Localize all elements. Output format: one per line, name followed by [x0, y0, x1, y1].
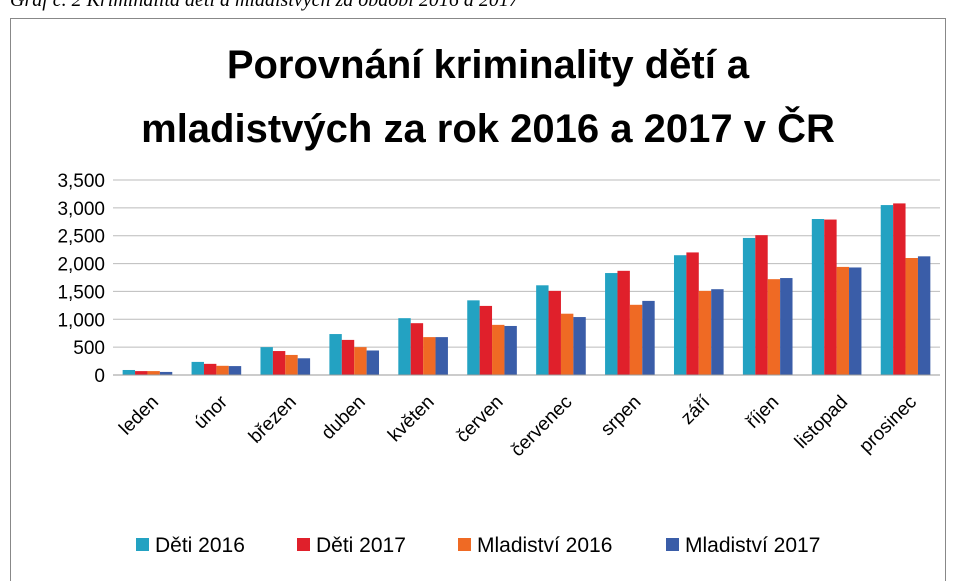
bar	[917, 256, 931, 375]
bar	[398, 318, 411, 375]
bar	[686, 252, 699, 375]
x-tick-label: říjen	[742, 392, 783, 433]
bar	[216, 365, 229, 375]
legend-label: Mladiství 2017	[685, 534, 820, 557]
bar	[147, 371, 160, 375]
bar	[905, 258, 918, 375]
bar	[893, 203, 906, 375]
bar	[573, 317, 586, 375]
bar	[811, 219, 825, 375]
bar	[642, 300, 655, 375]
legend-swatch	[458, 538, 471, 551]
bar	[203, 363, 217, 375]
bar	[354, 347, 367, 375]
bar	[504, 325, 517, 375]
y-tick-label: 2,500	[57, 227, 105, 248]
x-tick-label: září	[677, 391, 715, 429]
bar	[272, 351, 286, 375]
bar	[824, 219, 837, 375]
bar	[479, 305, 493, 375]
bar	[698, 290, 712, 375]
bar	[228, 366, 242, 375]
bar	[492, 324, 505, 375]
bar	[629, 304, 643, 375]
bar	[780, 278, 793, 375]
bar	[341, 339, 355, 375]
bar	[742, 237, 756, 375]
bar	[536, 285, 549, 375]
y-tick-label: 0	[94, 366, 105, 387]
y-tick-label: 3,000	[57, 199, 105, 220]
legend-label: Děti 2016	[155, 534, 245, 557]
legend-label: Mladiství 2016	[477, 534, 612, 557]
bar	[285, 354, 298, 375]
x-tick-label: červenec	[507, 392, 576, 461]
bar	[435, 337, 448, 375]
x-tick-label: červen	[452, 392, 507, 447]
bar	[548, 290, 561, 375]
x-tick-label: květen	[384, 392, 438, 446]
chart-title: Porovnání kriminality dětí a	[227, 43, 750, 87]
bar	[617, 270, 630, 375]
bar	[880, 205, 894, 375]
bar	[755, 235, 768, 375]
caption: Graf č. 2 Kriminalita dětí a mladistvých…	[10, 0, 520, 11]
legend-swatch	[136, 538, 149, 551]
bar	[191, 361, 204, 375]
x-tick-label: listopad	[791, 392, 852, 453]
chart-title: mladistvých za rok 2016 a 2017 v ČR	[141, 105, 835, 151]
bar	[366, 350, 380, 375]
chart-frame	[10, 18, 946, 586]
bar	[297, 358, 311, 375]
bar	[767, 279, 781, 375]
bar	[836, 266, 850, 375]
y-tick-label: 1,500	[57, 282, 105, 303]
bar	[467, 300, 480, 375]
bar	[560, 313, 574, 375]
bar	[135, 371, 148, 375]
legend-swatch	[666, 538, 679, 551]
bar	[329, 334, 342, 375]
bar	[605, 273, 618, 375]
x-tick-label: duben	[318, 392, 370, 444]
y-tick-label: 3,500	[57, 171, 105, 192]
y-tick-label: 1,000	[57, 310, 105, 331]
x-tick-label: březen	[245, 392, 301, 448]
x-tick-label: únor	[190, 391, 232, 433]
bar	[159, 371, 173, 375]
bar	[260, 347, 273, 375]
bar	[711, 289, 724, 375]
bar	[673, 255, 687, 375]
legend-label: Děti 2017	[316, 534, 406, 557]
bar	[410, 323, 424, 375]
bar	[122, 369, 136, 375]
x-tick-label: prosinec	[855, 392, 921, 458]
y-tick-label: 500	[73, 338, 105, 359]
x-tick-label: leden	[115, 392, 163, 440]
legend-swatch	[297, 538, 310, 551]
y-tick-label: 2,000	[57, 255, 105, 276]
bar	[849, 267, 862, 375]
bar	[423, 337, 436, 375]
x-tick-label: srpen	[597, 392, 645, 440]
